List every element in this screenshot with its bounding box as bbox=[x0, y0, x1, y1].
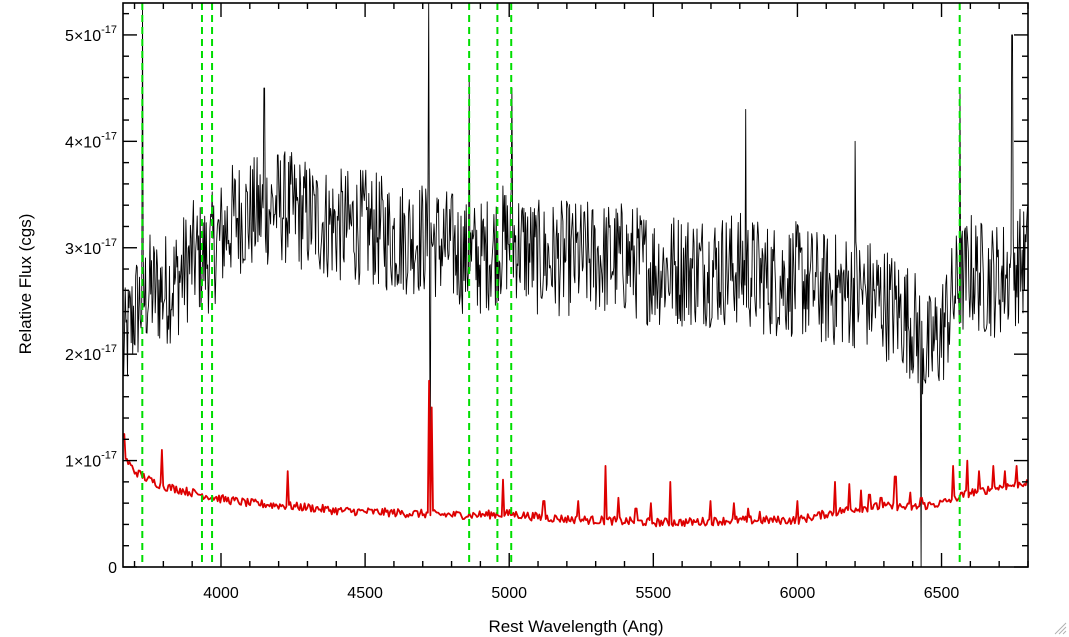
y-tick-label: 1×10-17 bbox=[65, 450, 117, 471]
emission-line-markers bbox=[141, 3, 961, 567]
y-tick-mantissa: 0 bbox=[108, 560, 117, 577]
x-tick-label: 6000 bbox=[780, 585, 816, 602]
y-axis-title: Relative Flux (cgs) bbox=[16, 214, 35, 355]
y-tick-exponent: -17 bbox=[101, 450, 117, 462]
y-tick-exponent: -17 bbox=[101, 343, 117, 355]
x-tick-label: 4500 bbox=[347, 585, 383, 602]
x-axis-ticks: 4000 4500 5000 5500 6000 6500 bbox=[133, 3, 1029, 602]
x-tick-label: 6500 bbox=[924, 585, 960, 602]
x-tick-label: 4000 bbox=[203, 585, 239, 602]
y-tick-label: 5×10-17 bbox=[65, 24, 117, 45]
y-axis-ticks: 01×10-172×10-173×10-174×10-175×10-17 bbox=[65, 12, 1028, 577]
plot-border bbox=[122, 2, 1029, 568]
resize-grip-icon[interactable] bbox=[1053, 621, 1067, 635]
x-tick-label: 5500 bbox=[636, 585, 672, 602]
y-tick-mantissa: 3×10 bbox=[65, 241, 101, 258]
series-group bbox=[122, 2, 1028, 568]
y-tick-mantissa: 1×10 bbox=[65, 454, 101, 471]
x-axis-title: Rest Wavelength (Ang) bbox=[488, 617, 663, 636]
y-tick-mantissa: 5×10 bbox=[65, 28, 101, 45]
y-tick-mantissa: 2×10 bbox=[65, 347, 101, 364]
spectrum-line bbox=[123, 379, 1028, 528]
y-tick-exponent: -17 bbox=[101, 130, 117, 142]
y-tick-exponent: -17 bbox=[101, 24, 117, 36]
x-tick-label: 5000 bbox=[491, 585, 527, 602]
y-tick-label: 2×10-17 bbox=[65, 343, 117, 364]
y-tick-label: 0 bbox=[108, 560, 117, 577]
y-tick-exponent: -17 bbox=[101, 237, 117, 249]
y-tick-label: 4×10-17 bbox=[65, 130, 117, 151]
y-tick-mantissa: 4×10 bbox=[65, 134, 101, 151]
spectrum-line bbox=[122, 2, 1028, 568]
plot-frame bbox=[122, 2, 1029, 568]
y-tick-label: 3×10-17 bbox=[65, 237, 117, 258]
